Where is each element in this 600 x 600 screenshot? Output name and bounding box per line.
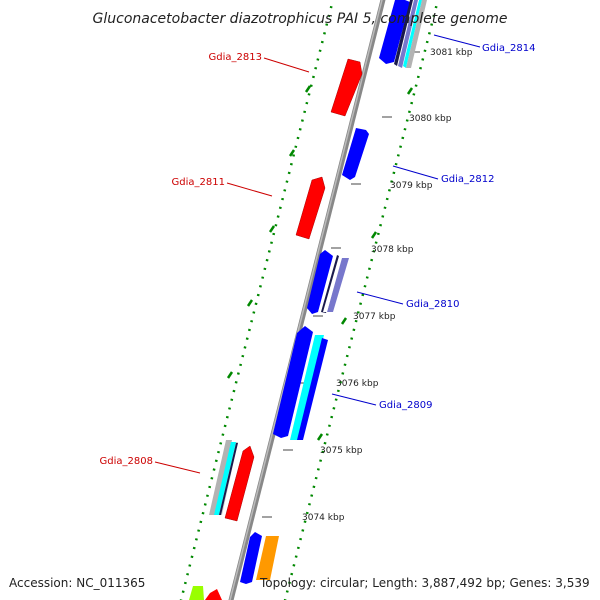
scale-label-3081: 3081 kbp	[430, 48, 473, 58]
gene-gdia-2814-slate	[398, 0, 418, 68]
gc-track-right	[283, 0, 440, 600]
gene-lime-bottom	[189, 586, 204, 600]
gene-gdia-2812[interactable]	[342, 128, 369, 180]
gene-red-bottom[interactable]	[205, 589, 222, 600]
gene-label-gdia-2808[interactable]: Gdia_2808	[100, 456, 153, 467]
accession-label: Accession: NC_011365	[9, 576, 145, 590]
map-title: Gluconacetobacter diazotrophicus PAI 5, …	[93, 11, 508, 27]
gene-gdia-2811[interactable]	[295, 176, 326, 240]
gc-ticks	[226, 85, 414, 441]
gene-label-gdia-2811[interactable]: Gdia_2811	[172, 177, 225, 188]
gene-gdia-2809[interactable]	[273, 326, 313, 438]
gene-label-gdia-2809[interactable]: Gdia_2809	[379, 400, 432, 411]
gene-gdia-2810[interactable]	[307, 250, 333, 314]
gene-gdia-2810-white	[323, 256, 342, 312]
gene-gdia-2810-slate	[327, 258, 349, 312]
gene-gdia-2813[interactable]	[330, 58, 363, 117]
gene-label-gdia-2812[interactable]: Gdia_2812	[441, 174, 494, 185]
gene-gdia-2808[interactable]	[224, 445, 255, 522]
gene-gdia-2814-dark	[394, 0, 413, 66]
genome-backbone	[228, 0, 386, 600]
scale-label-3080: 3080 kbp	[409, 114, 452, 124]
scale-label-3079: 3079 kbp	[390, 181, 433, 191]
scale-label-3075: 3075 kbp	[320, 446, 363, 456]
topology-label: Topology: circular; Length: 3,887,492 bp…	[259, 576, 590, 590]
gene-gray-left	[209, 440, 232, 515]
gene-cyan-left	[214, 442, 236, 515]
label-leaders	[154, 34, 481, 474]
gene-gdia-2809-blue	[297, 338, 328, 440]
gene-orange-bottom[interactable]	[256, 536, 279, 580]
gene-label-gdia-2814[interactable]: Gdia_2814	[482, 43, 535, 54]
scale-label-3077: 3077 kbp	[353, 312, 396, 322]
gene-blue-bottom[interactable]	[240, 532, 262, 584]
gene-gdia-2809-cyan	[290, 335, 324, 440]
gene-label-gdia-2813[interactable]: Gdia_2813	[209, 52, 262, 63]
gene-gdia-2814[interactable]	[379, 0, 410, 64]
gc-track-left	[179, 0, 335, 600]
gene-label-gdia-2810[interactable]: Gdia_2810	[406, 299, 459, 310]
scale-label-3076: 3076 kbp	[336, 379, 379, 389]
gene-gdia-2814-cyan	[403, 0, 422, 68]
gene-gdia-2814-gray	[406, 0, 427, 68]
scale-label-3074: 3074 kbp	[302, 513, 345, 523]
scale-label-3078: 3078 kbp	[371, 245, 414, 255]
genome-backbone-highlight	[229, 0, 383, 600]
gene-dark-left	[219, 443, 238, 515]
